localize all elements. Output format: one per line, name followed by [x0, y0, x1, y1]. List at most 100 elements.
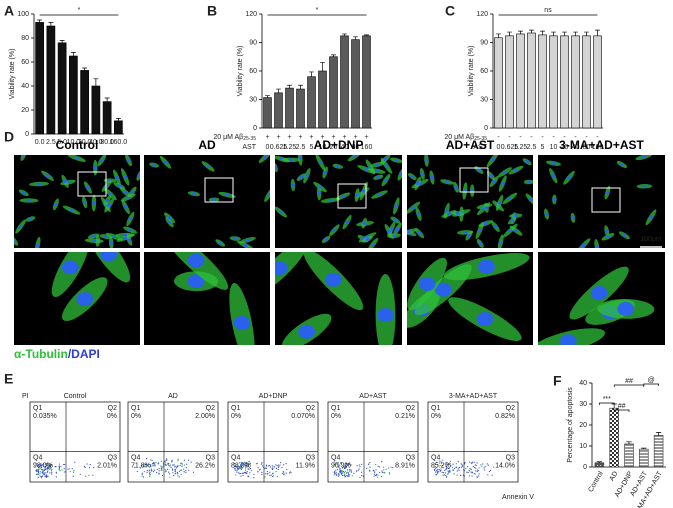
event-dot [144, 466, 146, 468]
event-dot [347, 474, 349, 476]
significance-line [613, 409, 630, 412]
event-dot [241, 467, 243, 469]
event-dot [240, 472, 242, 475]
y-tick-label: 60 [480, 68, 488, 75]
significance-label: ## [618, 403, 626, 410]
significance-label: ns [544, 7, 552, 14]
nucleus [489, 173, 493, 178]
event-dot [381, 461, 383, 463]
event-dot [160, 469, 162, 471]
event-dot [277, 467, 279, 469]
event-dot [441, 471, 443, 473]
cells [407, 155, 533, 248]
event-dot [341, 473, 343, 475]
event-dot [270, 474, 272, 476]
zoom-box [337, 183, 367, 209]
event-dot [150, 459, 152, 461]
event-dot [385, 468, 387, 470]
event-dot [373, 469, 375, 471]
nucleus [377, 192, 382, 197]
event-dot [55, 472, 58, 474]
event-dot [242, 474, 244, 476]
event-dot [462, 474, 464, 476]
event-dot [235, 469, 237, 472]
microscopy-title: AD+AST [446, 138, 495, 152]
nucleus [61, 260, 79, 275]
event-dot [41, 465, 43, 467]
error-bar [331, 54, 336, 57]
event-dot [346, 472, 348, 474]
event-dot [446, 475, 448, 477]
event-dot [165, 470, 167, 472]
nucleus [377, 308, 394, 323]
event-dot [444, 474, 446, 477]
event-dot [335, 469, 337, 471]
event-dot [343, 472, 346, 474]
nucleus [187, 253, 205, 268]
event-dot [236, 469, 238, 471]
event-dot [240, 462, 243, 464]
panel-letter: C [445, 3, 455, 19]
nucleus [332, 228, 337, 232]
event-dot [46, 464, 48, 466]
event-dot [61, 469, 63, 471]
error-bar [93, 78, 99, 86]
nucleus [510, 219, 515, 223]
event-dot [174, 470, 177, 472]
event-dot [38, 465, 40, 468]
nucleus [559, 334, 577, 345]
event-dot [160, 465, 162, 467]
cells [538, 266, 655, 345]
event-dot [172, 469, 174, 471]
nucleus [355, 193, 360, 197]
event-dot [240, 465, 242, 467]
event-dot [378, 466, 380, 468]
event-dot [168, 464, 170, 466]
nucleus [620, 162, 624, 167]
event-dot [150, 464, 152, 466]
event-dot [72, 471, 75, 473]
event-dot [390, 466, 392, 468]
nucleus [82, 200, 87, 204]
event-dot [74, 461, 76, 463]
event-dot [382, 466, 385, 468]
y-tick-label: 60 [249, 68, 257, 75]
quadrant-name: Q3 [206, 454, 215, 461]
nucleus [126, 158, 131, 162]
bar [505, 35, 514, 129]
nucleus [69, 208, 74, 212]
event-dot [183, 459, 186, 461]
bar [538, 34, 547, 129]
event-dot [146, 465, 148, 467]
event-dot [442, 474, 444, 476]
quadrant-name: Q1 [131, 405, 140, 412]
event-dot [278, 464, 280, 466]
event-dot [466, 471, 468, 473]
event-dot [377, 465, 379, 467]
event-dot [41, 469, 44, 471]
y-axis-label: Viability rate (%) [237, 46, 244, 97]
panel-letter: F [553, 373, 562, 389]
event-dot [185, 471, 187, 474]
bar [639, 448, 649, 468]
event-dot [259, 468, 261, 471]
event-dot [464, 462, 466, 464]
event-dot [43, 472, 45, 474]
event-dot [63, 468, 65, 470]
event-dot [79, 473, 81, 475]
treatment-label-sub: 25-35 [474, 136, 487, 142]
significance-label: *** [603, 396, 611, 403]
nucleus [605, 190, 610, 195]
y-tick-label: 20 [579, 422, 587, 429]
event-dot [337, 465, 339, 467]
panel-letter: E [4, 371, 13, 387]
event-dot [238, 467, 240, 469]
nucleus [617, 301, 635, 316]
bar [549, 35, 558, 129]
event-dot [488, 470, 491, 473]
category-row-label: AST [242, 144, 256, 151]
event-dot [141, 473, 143, 475]
event-dot [39, 467, 41, 469]
bar [340, 35, 349, 129]
nucleus [291, 183, 295, 187]
